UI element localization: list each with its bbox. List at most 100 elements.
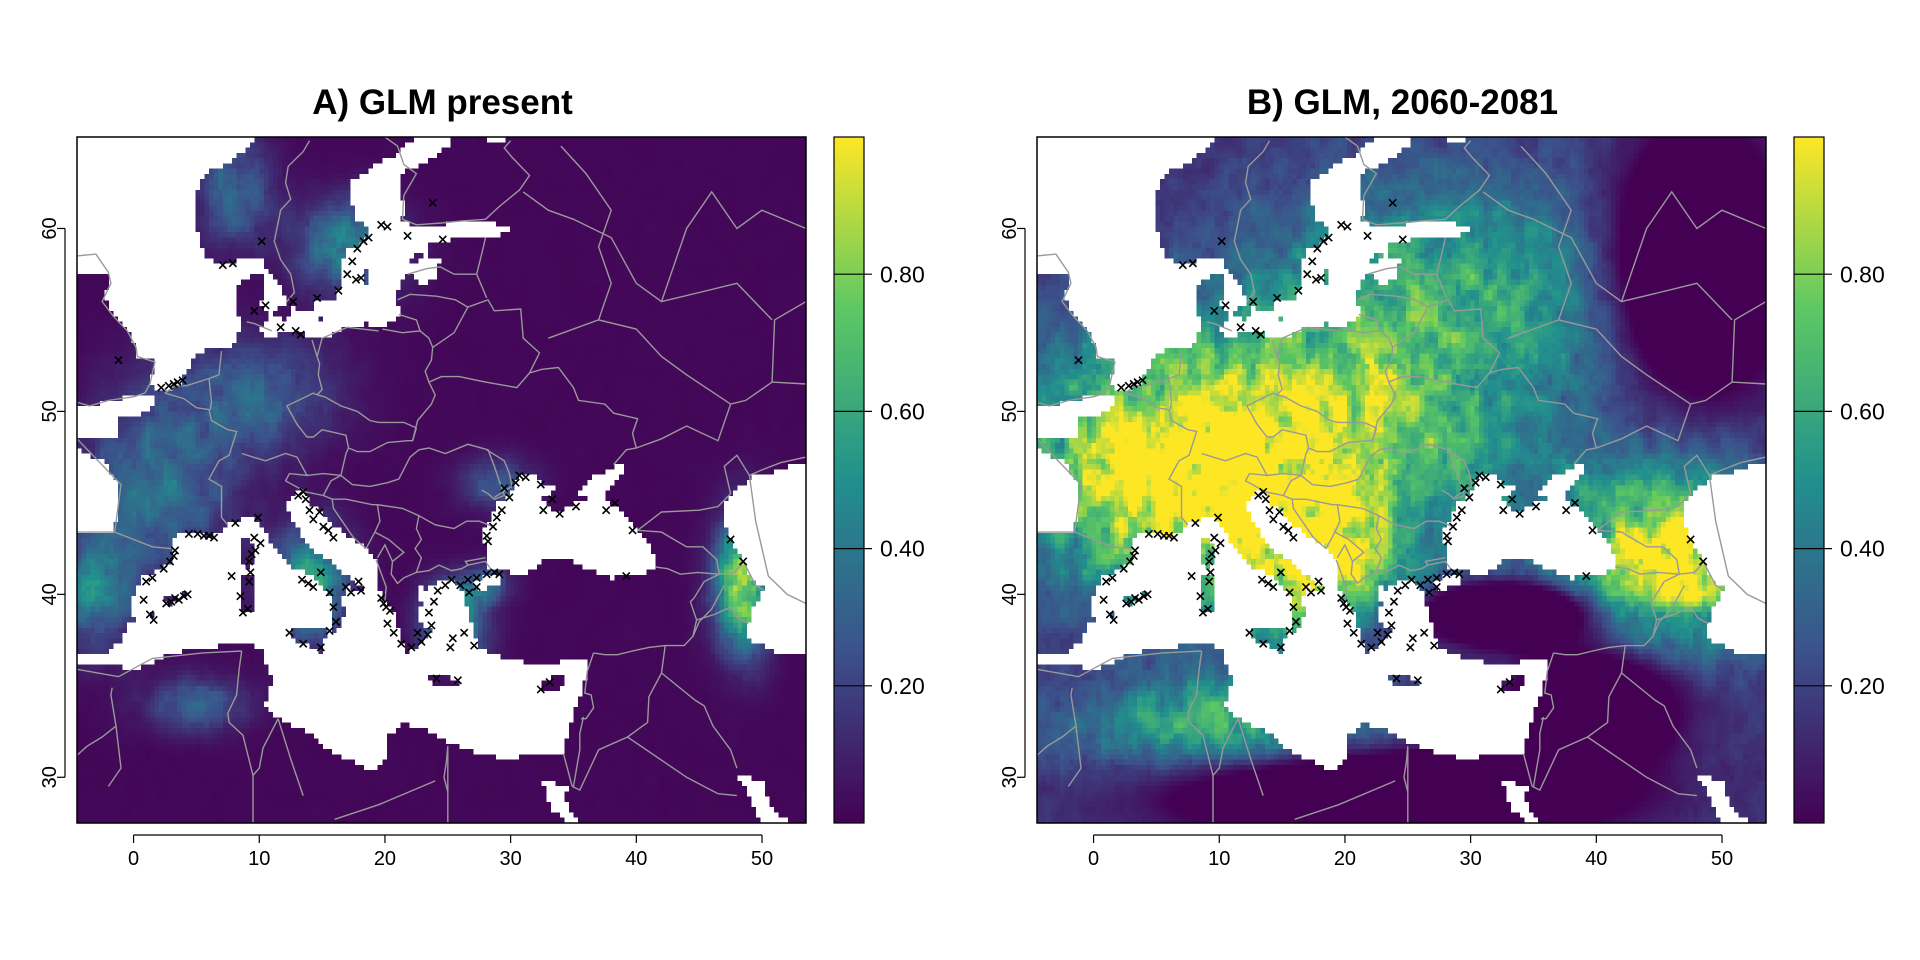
occurrence-point: [1133, 377, 1142, 387]
occurrence-point: [325, 588, 334, 597]
occurrence-point: [276, 323, 285, 332]
country-border-line: [1532, 716, 1545, 787]
country-border-line: [1508, 319, 1691, 405]
country-border-line: [1294, 780, 1396, 820]
country-border-line: [1663, 560, 1705, 583]
occurrence-point: [184, 529, 194, 539]
country-border-line: [77, 650, 242, 678]
occurrence-point: [497, 506, 506, 515]
occurrence-point: [145, 610, 155, 619]
country-border-line: [703, 560, 745, 583]
x-tick-label: 40: [1585, 848, 1607, 870]
x-tick-label: 0: [1088, 848, 1099, 870]
country-border-line: [1427, 560, 1454, 573]
country-border-line: [1335, 559, 1347, 602]
occurrence-point: [1119, 564, 1128, 573]
country-border-line: [252, 718, 279, 823]
occurrence-point: [1191, 518, 1200, 528]
occurrence-point: [251, 546, 260, 555]
colorbar-tick-label: 0.80: [1840, 261, 1885, 287]
occurrence-point: [1285, 626, 1294, 636]
occurrence-point: [536, 685, 545, 694]
country-border-line: [1283, 494, 1341, 549]
country-border-line: [581, 652, 595, 720]
country-border-line: [1037, 650, 1202, 678]
country-border-line: [593, 581, 705, 656]
y-tick-label: 60: [39, 217, 61, 239]
occurrence-point: [1455, 570, 1464, 579]
occurrence-point: [1430, 641, 1439, 650]
country-border-line: [1620, 190, 1766, 302]
occurrence-point: [1101, 577, 1111, 586]
occurrence-point: [555, 509, 564, 519]
occurrence-point: [1314, 577, 1323, 586]
country-border-line: [1245, 392, 1377, 477]
occurrence-point: [622, 571, 631, 581]
occurrence-point: [377, 593, 386, 603]
occurrence-point: [1570, 498, 1580, 508]
country-border-line: [164, 392, 238, 526]
occurrence-point: [424, 608, 434, 617]
occurrence-point: [157, 383, 166, 392]
country-borders: [77, 137, 806, 823]
occurrence-point: [427, 621, 436, 630]
country-border-line: [1482, 191, 1733, 321]
occurrence-point: [1308, 257, 1317, 266]
country-border-line: [1308, 427, 1378, 453]
suitability-raster: [1037, 137, 1766, 823]
occurrence-point: [1686, 535, 1695, 544]
occurrence-point: [1337, 593, 1346, 603]
occurrence-point: [1582, 571, 1591, 581]
occurrence-point: [1289, 602, 1298, 612]
occurrence-point: [1074, 356, 1083, 365]
occurrence-point: [571, 502, 581, 511]
country-border-line: [1358, 313, 1381, 332]
x-tick-label: 50: [1711, 848, 1733, 870]
occurrence-point: [1187, 571, 1196, 581]
x-tick-label: 10: [1208, 848, 1230, 870]
country-border-line: [485, 140, 531, 220]
country-border-line: [374, 531, 486, 585]
country-border-line: [316, 326, 379, 357]
country-border-line: [548, 319, 731, 405]
occurrence-point: [301, 495, 310, 504]
occurrence-point: [253, 513, 263, 522]
country-border-line: [1271, 339, 1283, 396]
occurrence-point: [348, 257, 357, 266]
country-border-line: [1531, 645, 1626, 792]
country-border-line: [1124, 392, 1198, 526]
occurrence-point: [183, 590, 192, 599]
occurrence-point: [521, 473, 530, 482]
occurrence-point: [1465, 493, 1474, 502]
country-border-line: [1265, 474, 1302, 497]
country-border-line: [627, 736, 737, 797]
country-borders: [1037, 137, 1766, 823]
occurrence-points: [114, 198, 748, 694]
country-border-line: [1392, 298, 1501, 374]
occurrence-point: [1203, 604, 1213, 614]
country-border-line: [1553, 581, 1665, 656]
occurrence-point: [1387, 621, 1396, 630]
country-border-line: [571, 645, 666, 792]
occurrence-point: [1251, 326, 1260, 336]
country-border-line: [1037, 687, 1077, 756]
occurrence-point: [162, 599, 171, 608]
occurrence-point: [1408, 634, 1417, 643]
occurrence-point: [492, 513, 501, 522]
occurrence-point: [470, 641, 479, 650]
country-border-line: [241, 452, 309, 493]
country-border-line: [1336, 543, 1354, 562]
country-border-line: [1037, 253, 1116, 407]
country-border-line: [1522, 753, 1533, 787]
occurrence-point: [346, 588, 356, 597]
country-border-line: [1541, 652, 1555, 720]
country-border-line: [1597, 454, 1766, 531]
occurrence-point: [165, 557, 175, 566]
occurrence-point: [1407, 575, 1416, 584]
country-border-line: [1520, 145, 1572, 321]
occurrence-point: [1294, 286, 1303, 295]
country-border-line: [660, 190, 806, 302]
country-border-line: [107, 725, 122, 787]
occurrence-point: [1257, 575, 1267, 584]
occurrence-point: [1125, 557, 1135, 566]
